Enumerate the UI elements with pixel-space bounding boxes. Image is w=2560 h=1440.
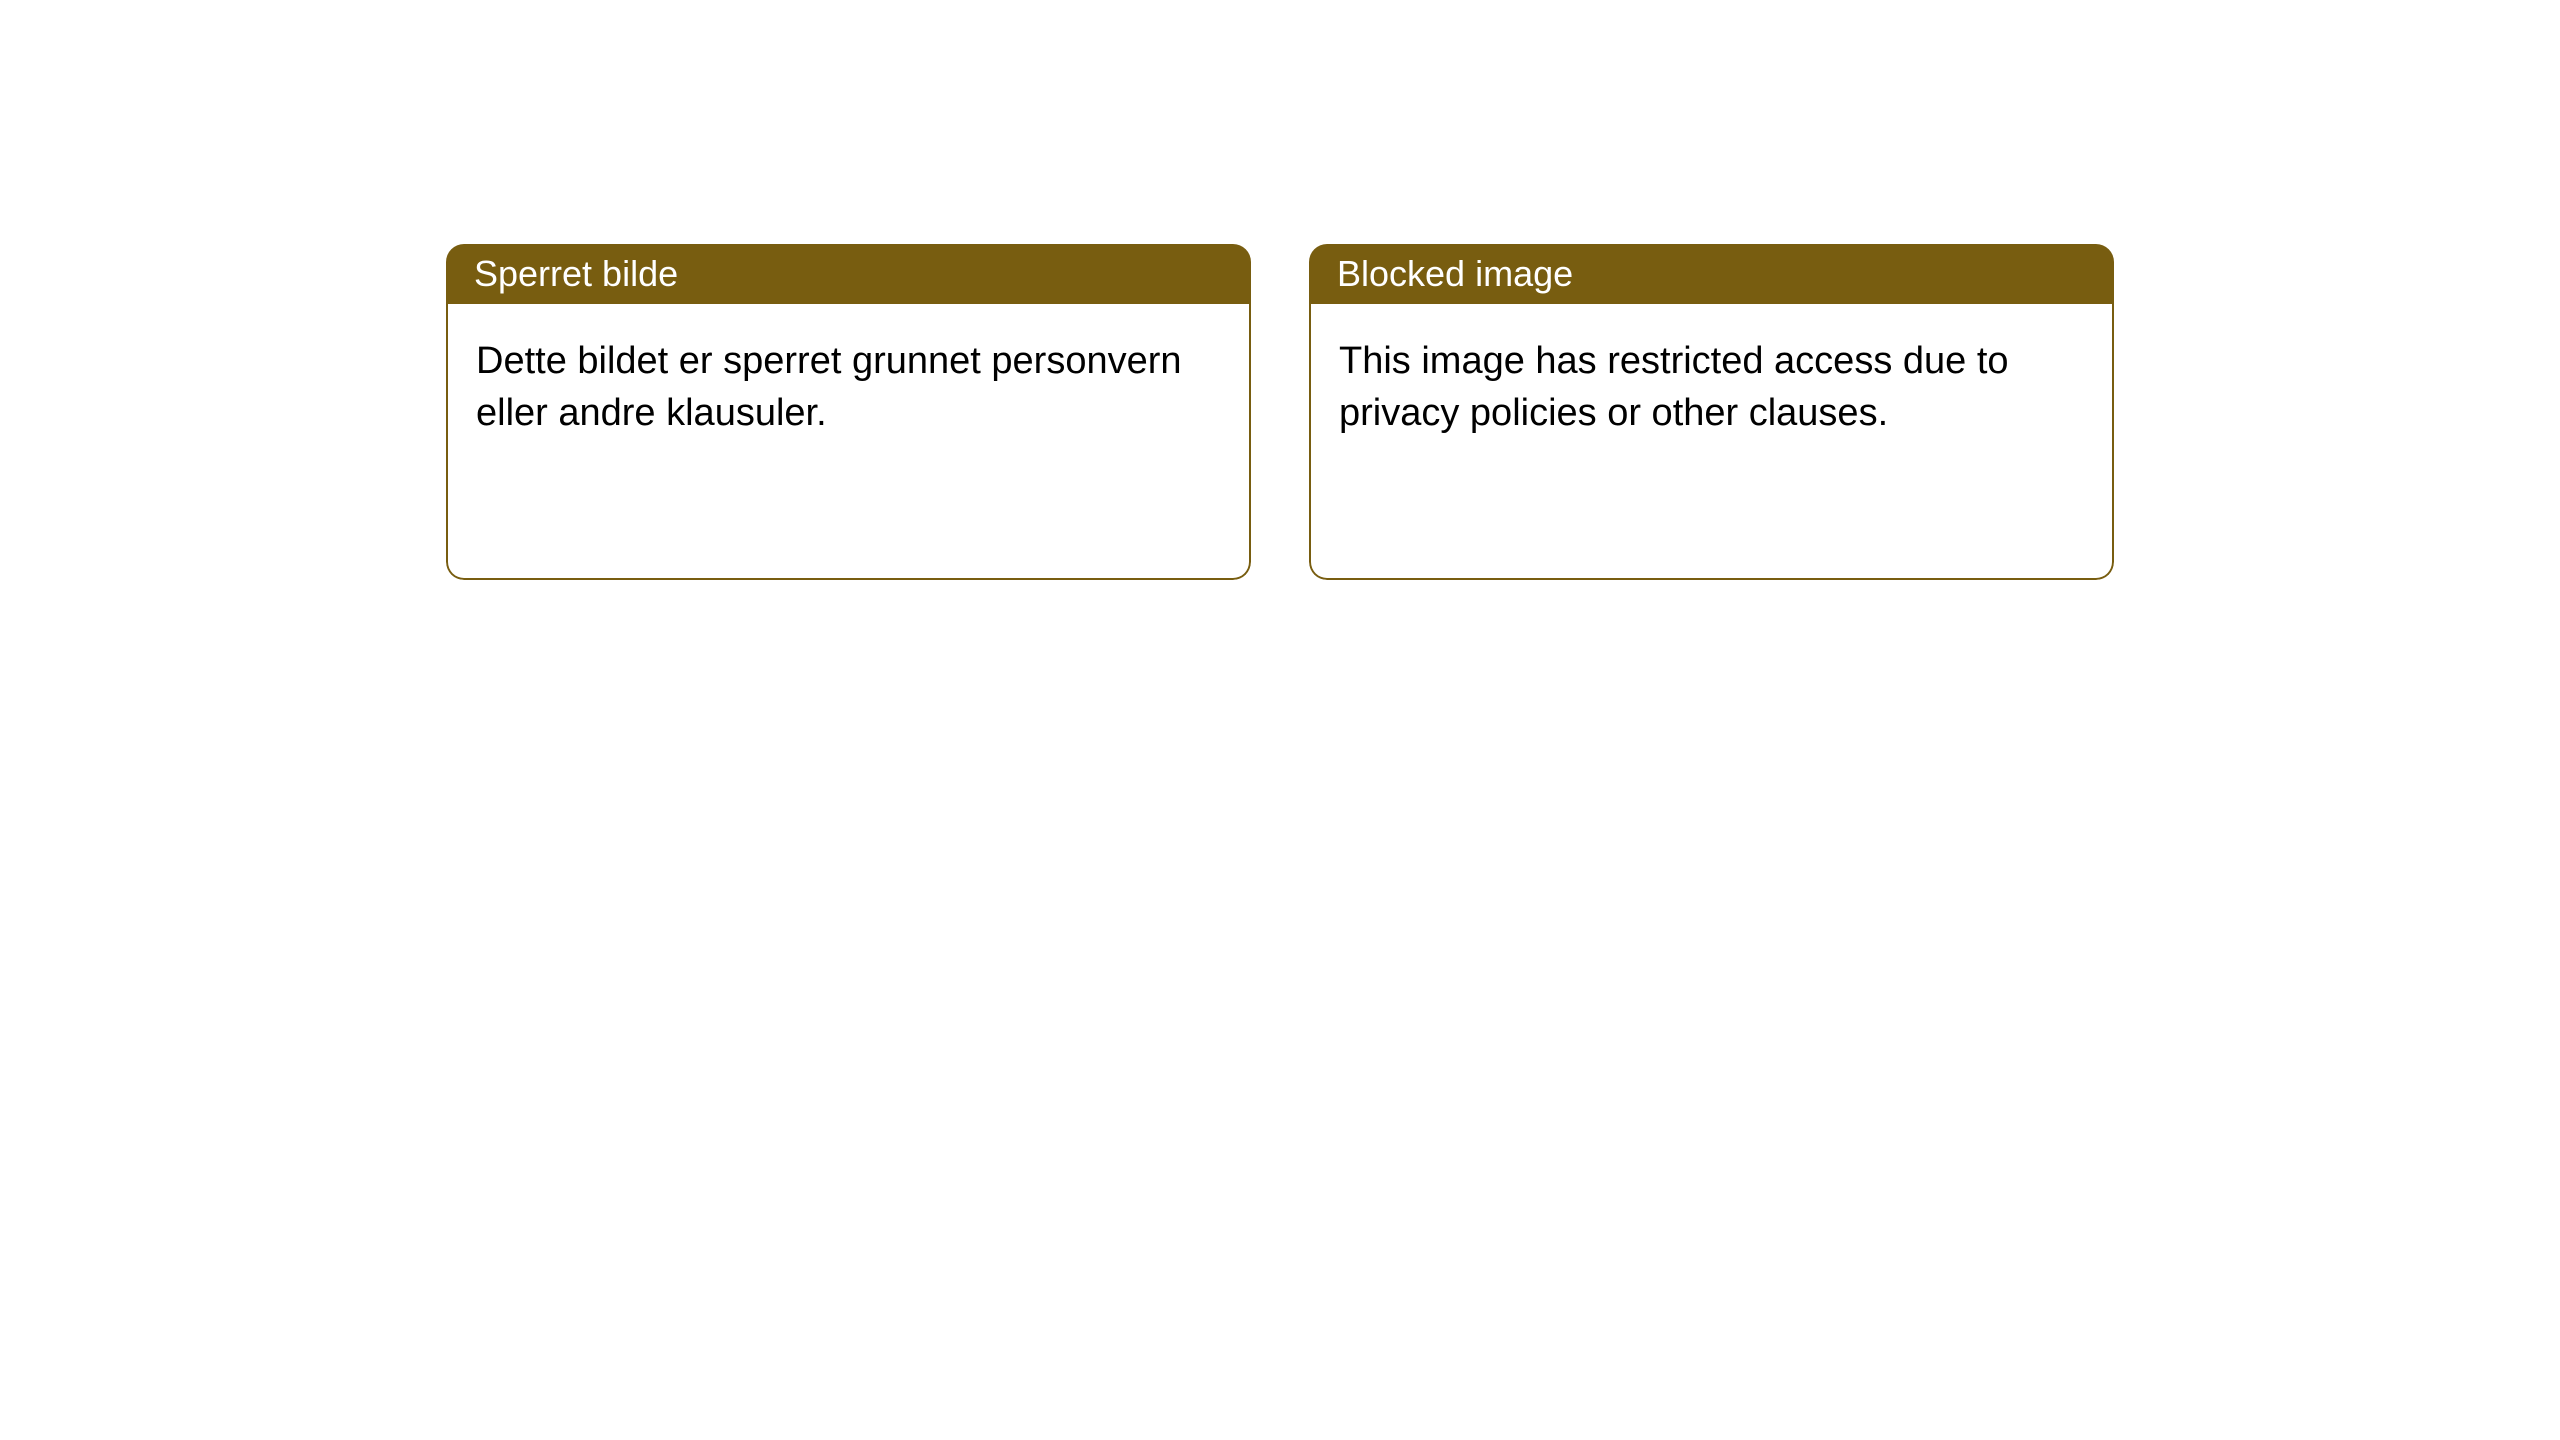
card-header: Blocked image	[1309, 244, 2114, 304]
notice-card-english: Blocked image This image has restricted …	[1309, 244, 2114, 580]
notice-card-norwegian: Sperret bilde Dette bildet er sperret gr…	[446, 244, 1251, 580]
notice-cards-container: Sperret bilde Dette bildet er sperret gr…	[446, 244, 2114, 1440]
card-body: Dette bildet er sperret grunnet personve…	[446, 304, 1251, 580]
card-body: This image has restricted access due to …	[1309, 304, 2114, 580]
card-header: Sperret bilde	[446, 244, 1251, 304]
